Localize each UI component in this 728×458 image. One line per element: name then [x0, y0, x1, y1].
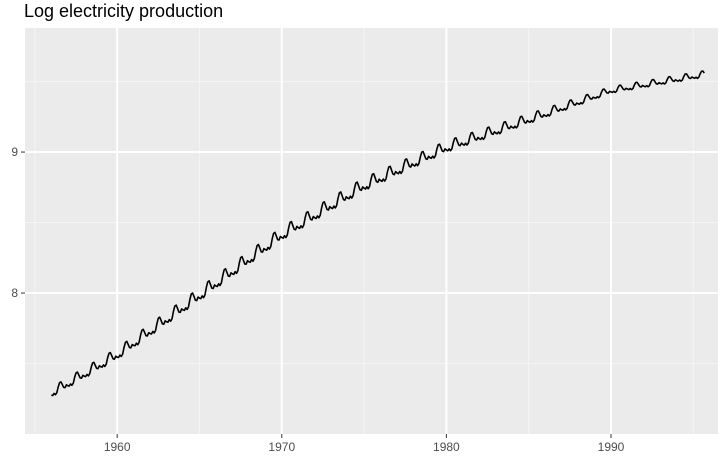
major-gridlines [25, 28, 718, 434]
axis-tick-labels: 1960 1970 1980 1990 8 9 [11, 145, 624, 454]
x-tick-label: 1960 [104, 440, 131, 454]
minor-gridlines [25, 28, 718, 434]
x-tick-label: 1980 [433, 440, 460, 454]
x-tick-label: 1990 [598, 440, 625, 454]
y-tick-label: 8 [11, 286, 18, 300]
series-line [51, 70, 705, 397]
plot-panel [25, 28, 718, 434]
y-tick-label: 9 [11, 145, 18, 159]
axis-ticks [21, 151, 612, 438]
chart-title: Log electricity production [24, 1, 224, 21]
x-tick-label: 1970 [268, 440, 295, 454]
